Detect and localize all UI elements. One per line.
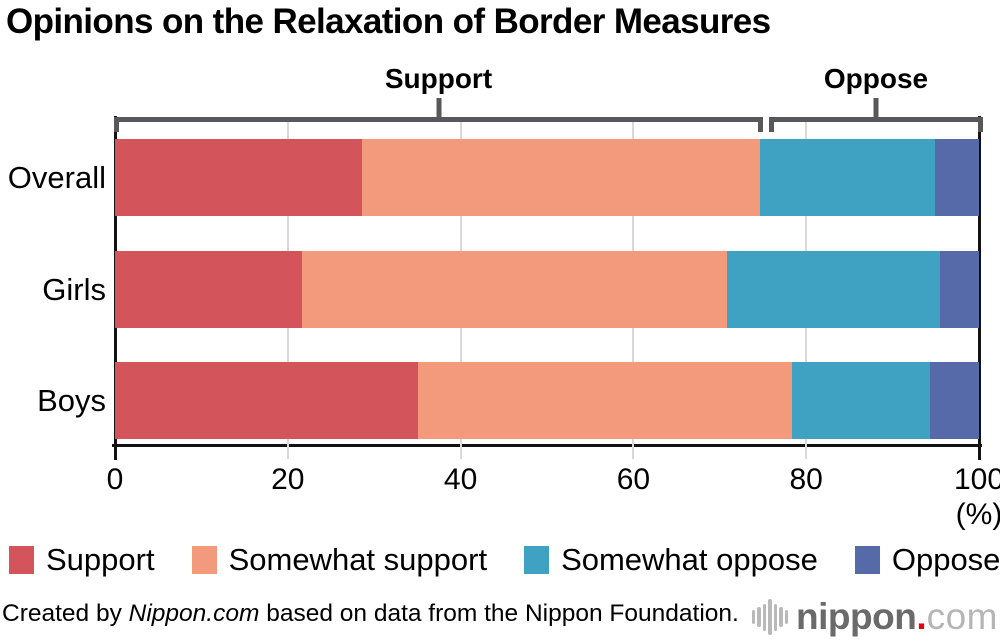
legend-item-support: Support — [9, 542, 155, 578]
bracket-label-oppose: Oppose — [823, 63, 929, 94]
x-tick-label-80: 80 — [789, 463, 823, 496]
bar-segment-somewhat-support — [418, 362, 793, 439]
legend-swatch-oppose — [854, 546, 880, 574]
logo-name: nippon — [796, 596, 917, 637]
category-label-overall: Overall — [7, 159, 106, 195]
bar-segment-support — [115, 139, 363, 216]
soundwave-bar — [784, 610, 789, 624]
legend-swatch-support — [9, 546, 34, 574]
credit-source: Nippon.com — [128, 600, 260, 627]
legend-item-somewhat-oppose: Somewhat oppose — [524, 542, 818, 578]
legend: Support Somewhat support Somewhat oppose Op… — [9, 542, 1000, 578]
bar-segment-oppose — [929, 362, 979, 439]
soundwave-bar — [768, 599, 772, 635]
bar-segment-support — [115, 362, 419, 439]
bar-segment-somewhat-oppose — [726, 251, 941, 328]
bar-girls — [115, 251, 979, 328]
bar-boys — [115, 362, 979, 439]
bracket-tick — [436, 98, 441, 118]
x-axis-line — [112, 444, 982, 447]
logo-tld: com — [926, 596, 998, 637]
bar-segment-oppose — [940, 251, 979, 328]
legend-swatch-somewhat-support — [191, 546, 217, 574]
bar-segment-support — [115, 251, 302, 328]
legend-label: Somewhat oppose — [561, 542, 818, 577]
x-axis-unit-label: (%) — [955, 498, 1000, 531]
bracket-oppose — [769, 117, 983, 132]
bar-segment-somewhat-oppose — [759, 139, 935, 216]
nippon-logo: nippon.com — [751, 592, 998, 642]
footer-credit: Created by Nippon.com based on data from… — [2, 600, 739, 628]
legend-label: Support — [46, 542, 155, 577]
x-tick-label-60: 60 — [616, 463, 651, 496]
logo-wordmark: nippon.com — [796, 597, 998, 637]
chart-title: Opinions on the Relaxation of Border Mea… — [6, 2, 771, 41]
legend-item-somewhat-support: Somewhat support — [191, 542, 488, 578]
legend-item-oppose: Oppose — [854, 542, 1000, 578]
soundwave-bar — [751, 610, 756, 624]
soundwave-bar — [773, 603, 778, 631]
soundwave-icon — [751, 597, 789, 637]
bar-overall — [115, 139, 979, 216]
credit-prefix: Created by — [2, 600, 129, 627]
x-tick-label-20: 20 — [271, 463, 305, 496]
bracket-tick — [873, 98, 879, 118]
bar-segment-somewhat-support — [362, 139, 760, 216]
bar-segment-somewhat-oppose — [792, 362, 930, 439]
x-tick-label-0: 0 — [106, 463, 124, 496]
x-tick-label-100: 100 — [953, 463, 1000, 496]
category-label-girls: Girls — [42, 271, 106, 307]
bar-segment-oppose — [934, 139, 979, 216]
logo-dot: . — [916, 596, 927, 637]
bracket-support — [114, 117, 763, 132]
credit-suffix: based on data from the Nippon Foundation… — [259, 600, 739, 627]
legend-label: Somewhat support — [228, 542, 488, 577]
legend-swatch-somewhat-oppose — [524, 546, 550, 574]
bracket-label-support: Support — [384, 63, 493, 94]
bar-segment-somewhat-support — [301, 251, 727, 328]
soundwave-bar — [762, 603, 767, 631]
soundwave-bar — [779, 607, 783, 627]
soundwave-bar — [757, 607, 761, 627]
x-tick-label-40: 40 — [443, 463, 478, 496]
legend-label: Oppose — [891, 542, 1000, 577]
plot-edge — [977, 116, 981, 460]
category-label-boys: Boys — [37, 382, 106, 418]
